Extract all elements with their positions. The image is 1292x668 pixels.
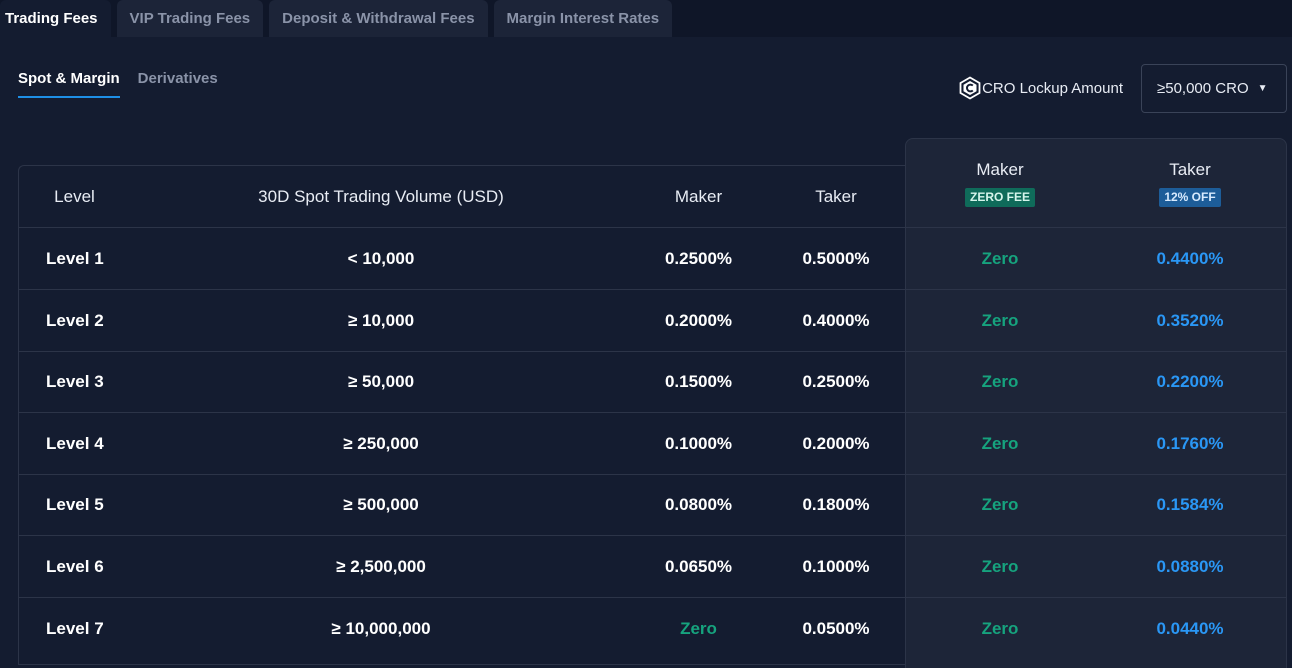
row-taker-fee: 0.2500%	[802, 371, 870, 391]
fee-category-tabs: Trading Fees VIP Trading Fees Deposit & …	[0, 0, 1292, 37]
row-maker-fee: 0.0800%	[664, 494, 733, 514]
header-volume: 30D Spot Trading Volume (USD)	[258, 186, 504, 206]
row-cro-taker-fee: 0.1760%	[1156, 433, 1224, 453]
header-cro-maker-label: Maker	[976, 159, 1024, 179]
cro-discount-panel	[905, 138, 1287, 668]
header-cro-maker: Maker ZERO FEE	[905, 138, 1095, 228]
row-maker-fee: 0.1500%	[664, 371, 733, 391]
table-row: Level 1 < 10,000 0.2500% 0.5000% Zero 0.…	[18, 228, 1286, 290]
tab-spot-margin[interactable]: Spot & Margin	[18, 70, 120, 98]
row-cro-taker-fee: 0.1584%	[1156, 494, 1224, 514]
header-taker: Taker	[815, 186, 857, 206]
row-cro-taker-fee: 0.4400%	[1156, 248, 1224, 268]
table-row: Level 2 ≥ 10,000 0.2000% 0.4000% Zero 0.…	[18, 290, 1286, 352]
row-volume: < 10,000	[347, 248, 415, 268]
zero-fee-badge: ZERO FEE	[964, 187, 1035, 207]
row-volume: ≥ 10,000	[347, 310, 415, 330]
row-volume: ≥ 2,500,000	[336, 556, 426, 576]
row-cro-taker-fee: 0.0440%	[1156, 619, 1224, 638]
row-cro-maker-fee: Zero	[981, 310, 1019, 330]
row-taker-fee: 0.1800%	[802, 494, 870, 514]
row-taker-fee: 0.4000%	[802, 310, 870, 330]
row-taker-fee: 0.1000%	[802, 556, 870, 576]
row-cro-maker-fee: Zero	[981, 556, 1019, 576]
row-cro-taker-fee: 0.3520%	[1156, 310, 1224, 330]
table-row: Level 4 ≥ 250,000 0.1000% 0.2000% Zero 0…	[18, 413, 1286, 475]
row-volume: ≥ 50,000	[347, 371, 415, 391]
header-maker: Maker	[674, 186, 723, 206]
row-level: Level 1	[46, 248, 104, 268]
cro-lockup-label: CRO Lockup Amount	[982, 79, 1123, 97]
cro-lockup-label-group: CRO Lockup Amount	[958, 76, 1123, 100]
row-cro-taker-fee: 0.2200%	[1156, 371, 1224, 391]
row-volume: ≥ 10,000,000	[331, 619, 431, 638]
row-cro-taker-fee: 0.0880%	[1156, 556, 1224, 576]
row-maker-fee: 0.2500%	[664, 248, 733, 268]
row-volume: ≥ 500,000	[343, 494, 419, 514]
tab-trading-fees[interactable]: Trading Fees	[0, 0, 111, 37]
header-cro-taker-label: Taker	[1169, 159, 1211, 179]
cro-lockup-amount-select[interactable]: ≥50,000 CRO ▼	[1141, 64, 1287, 113]
row-maker-fee: 0.1000%	[664, 433, 733, 453]
row-taker-fee: 0.5000%	[802, 248, 870, 268]
row-maker-fee: Zero	[680, 619, 717, 638]
header-level: Level	[54, 186, 95, 206]
tab-margin-interest-rates[interactable]: Margin Interest Rates	[493, 0, 673, 37]
row-taker-fee: 0.2000%	[802, 433, 870, 453]
tab-deposit-withdrawal-fees[interactable]: Deposit & Withdrawal Fees	[269, 0, 488, 37]
row-level: Level 4	[46, 433, 104, 453]
market-type-tabs: Spot & Margin Derivatives	[18, 70, 218, 98]
tab-vip-trading-fees[interactable]: VIP Trading Fees	[116, 0, 264, 37]
row-cro-maker-fee: Zero	[981, 371, 1019, 391]
row-level: Level 5	[46, 494, 104, 514]
cro-logo-icon	[958, 76, 982, 100]
discount-badge: 12% OFF	[1159, 187, 1221, 207]
caret-down-icon: ▼	[1257, 83, 1268, 94]
row-cro-maker-fee: Zero	[981, 248, 1019, 268]
row-maker-fee: 0.2000%	[664, 310, 733, 330]
row-taker-fee: 0.0500%	[802, 619, 870, 638]
tab-derivatives[interactable]: Derivatives	[137, 70, 218, 87]
cro-lockup-selected-value: ≥50,000 CRO	[1157, 80, 1249, 97]
row-maker-fee: 0.0650%	[664, 556, 733, 576]
header-cro-taker: Taker 12% OFF	[1095, 138, 1285, 228]
row-volume: ≥ 250,000	[343, 433, 419, 453]
row-cro-maker-fee: Zero	[981, 494, 1019, 514]
row-level: Level 7	[46, 619, 104, 638]
row-level: Level 6	[46, 556, 104, 576]
fee-table-header: Level 30D Spot Trading Volume (USD) Make…	[18, 160, 1286, 228]
row-cro-maker-fee: Zero	[981, 619, 1019, 638]
row-cro-maker-fee: Zero	[981, 433, 1019, 453]
table-row: Level 6 ≥ 2,500,000 0.0650% 0.1000% Zero…	[18, 536, 1286, 598]
table-row: Level 5 ≥ 500,000 0.0800% 0.1800% Zero 0…	[18, 474, 1286, 536]
table-row: Level 3 ≥ 50,000 0.1500% 0.2500% Zero 0.…	[18, 351, 1286, 413]
row-level: Level 3	[46, 371, 104, 391]
row-level: Level 2	[46, 310, 104, 330]
table-row: Level 7 ≥ 10,000,000 Zero 0.0500% Zero 0…	[18, 598, 1286, 660]
